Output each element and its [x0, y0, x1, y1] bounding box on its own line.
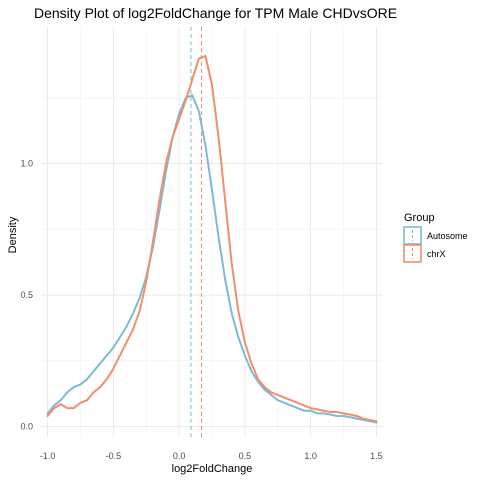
x-tick-label: 1.5: [370, 451, 383, 461]
y-tick-label: 0.0: [20, 421, 33, 431]
x-tick-label: 1.0: [304, 451, 317, 461]
y-tick-label: 1.0: [20, 159, 33, 169]
x-tick-label: 0.5: [239, 451, 252, 461]
y-tick-label: 0.5: [20, 290, 33, 300]
x-tick-label: -0.5: [106, 451, 122, 461]
x-axis-ticks: -1.0 -0.5 0.0 0.5 1.0 1.5: [40, 451, 383, 461]
legend-label-chrx: chrX: [427, 249, 446, 259]
series-lines: [46, 54, 378, 424]
mean-lines: [190, 27, 202, 437]
x-axis-title: log2FoldChange: [172, 463, 253, 475]
legend-title: Group: [404, 212, 435, 224]
density-line-chrx: [46, 54, 378, 423]
chart-title: Density Plot of log2FoldChange for TPM M…: [34, 5, 397, 21]
legend: Group Autosome chrX: [403, 212, 468, 263]
x-tick-label: -1.0: [40, 451, 56, 461]
y-axis-ticks: 0.0 0.5 1.0: [20, 159, 33, 432]
y-axis-title: Density: [7, 216, 19, 253]
density-line-autosome: [46, 94, 378, 424]
x-tick-label: 0.0: [173, 451, 186, 461]
legend-label-autosome: Autosome: [427, 231, 468, 241]
